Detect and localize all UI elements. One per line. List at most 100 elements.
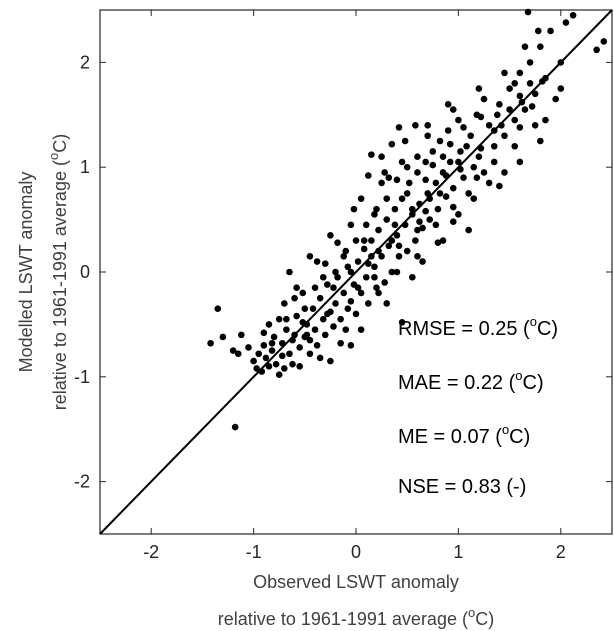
data-point xyxy=(436,137,444,145)
data-point xyxy=(330,284,337,292)
data-point xyxy=(424,190,431,197)
stat-annotation: MAE = 0.22 (oC) xyxy=(398,368,544,394)
data-point xyxy=(439,153,447,161)
data-point xyxy=(547,27,554,35)
data-point xyxy=(419,224,426,232)
data-point xyxy=(311,284,319,292)
data-point xyxy=(467,132,474,140)
data-point xyxy=(309,305,317,312)
data-point xyxy=(485,121,493,129)
x-tick-label: 2 xyxy=(556,542,566,562)
data-point xyxy=(327,232,334,239)
data-point xyxy=(344,263,352,271)
data-point xyxy=(506,106,513,113)
data-point xyxy=(299,289,307,297)
data-point xyxy=(375,226,382,234)
data-point xyxy=(388,140,396,148)
data-point xyxy=(368,237,375,244)
data-point xyxy=(255,350,263,358)
data-point xyxy=(371,263,378,271)
data-point xyxy=(306,336,314,344)
data-point xyxy=(412,121,419,129)
data-point xyxy=(414,252,421,260)
data-point xyxy=(383,195,391,202)
data-point xyxy=(344,305,352,312)
data-point xyxy=(537,43,544,50)
data-point xyxy=(531,90,539,98)
data-point xyxy=(362,221,370,229)
data-point xyxy=(360,237,368,244)
data-point xyxy=(569,11,577,19)
data-point xyxy=(401,137,409,145)
data-point xyxy=(324,310,331,318)
data-point xyxy=(460,124,467,131)
data-point xyxy=(455,211,462,218)
data-point xyxy=(306,350,314,358)
data-point xyxy=(395,124,403,131)
data-point xyxy=(432,179,440,187)
data-point xyxy=(238,331,245,339)
data-point xyxy=(422,176,429,184)
data-point xyxy=(449,106,457,113)
data-point xyxy=(463,142,470,150)
data-point xyxy=(475,85,483,92)
data-point xyxy=(281,365,288,372)
data-point xyxy=(371,211,378,218)
data-point xyxy=(562,19,570,26)
data-point xyxy=(557,85,565,92)
data-point xyxy=(260,342,268,349)
data-point xyxy=(444,101,452,108)
data-point xyxy=(330,323,337,330)
data-point xyxy=(526,80,534,87)
data-point xyxy=(511,116,519,124)
x-tick-label: 0 xyxy=(351,542,361,562)
data-point xyxy=(414,226,421,234)
data-point xyxy=(286,350,293,358)
data-point xyxy=(403,163,411,171)
data-point xyxy=(378,252,385,260)
data-point xyxy=(321,260,329,267)
data-point xyxy=(293,284,300,292)
data-point xyxy=(313,258,321,265)
data-point xyxy=(496,101,503,108)
data-point xyxy=(470,163,478,171)
data-point xyxy=(506,85,513,92)
data-point xyxy=(283,315,290,323)
x-axis-label-line1: Observed LSWT anomaly xyxy=(253,572,459,592)
data-point xyxy=(313,342,321,349)
data-point xyxy=(342,247,350,255)
data-point xyxy=(398,319,406,326)
data-point xyxy=(422,158,429,166)
data-point xyxy=(268,339,276,347)
data-point xyxy=(321,331,329,339)
data-point xyxy=(412,237,419,244)
data-point xyxy=(444,127,452,134)
data-point xyxy=(436,190,444,197)
stat-annotation: NSE = 0.83 (-) xyxy=(398,476,526,498)
data-point xyxy=(283,326,290,333)
data-point xyxy=(398,158,406,166)
data-point xyxy=(490,158,498,166)
data-point xyxy=(391,205,399,213)
data-point xyxy=(465,190,472,197)
x-tick-label: -2 xyxy=(143,542,159,562)
data-point xyxy=(278,352,286,360)
data-point xyxy=(231,423,239,431)
data-point xyxy=(362,273,370,281)
data-point xyxy=(303,331,311,339)
data-point xyxy=(337,339,344,347)
data-point xyxy=(475,153,483,161)
data-point xyxy=(388,237,396,244)
data-point xyxy=(434,239,442,246)
data-point xyxy=(405,179,413,187)
data-point xyxy=(385,174,393,181)
data-point xyxy=(395,242,403,250)
data-point xyxy=(439,237,447,244)
data-point xyxy=(291,294,298,302)
data-point xyxy=(391,221,399,229)
data-point xyxy=(473,174,481,181)
data-point xyxy=(403,190,411,197)
data-point xyxy=(272,360,280,368)
data-point xyxy=(419,258,426,265)
